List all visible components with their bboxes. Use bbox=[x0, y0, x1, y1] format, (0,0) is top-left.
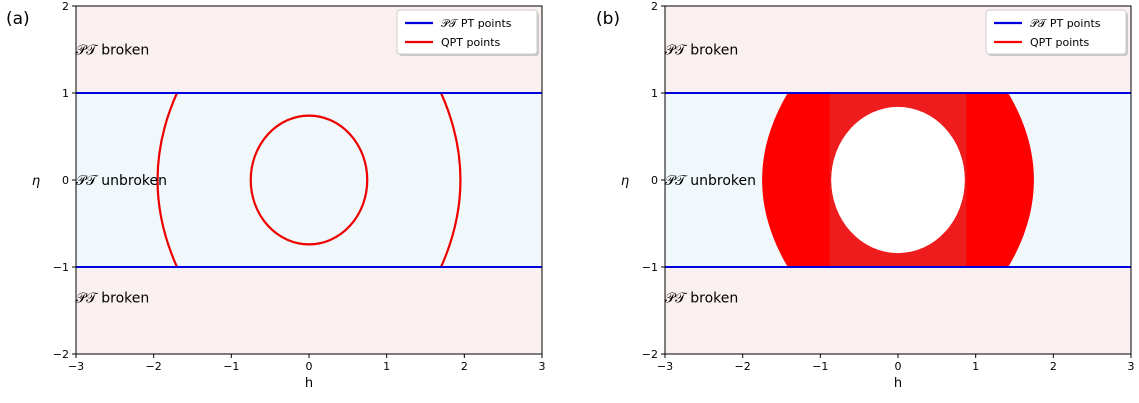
region-label: 𝒫𝒯 unbroken bbox=[665, 173, 756, 189]
x-tick-label: 3 bbox=[539, 360, 546, 373]
y-tick-label: 0 bbox=[62, 174, 69, 187]
qpt-arc-curve bbox=[440, 92, 462, 268]
qpt-arc-curve bbox=[156, 92, 178, 268]
x-tick-label: 0 bbox=[895, 360, 902, 373]
legend-entry: QPT points bbox=[441, 36, 501, 49]
y-tick-label: −2 bbox=[642, 348, 658, 361]
legend-entry: 𝒫𝒯 PT points bbox=[441, 17, 512, 30]
legend: 𝒫𝒯 PT points QPT points bbox=[985, 9, 1128, 56]
y-tick-label: −1 bbox=[53, 261, 69, 274]
x-axis-label: h bbox=[305, 376, 313, 391]
y-axis-label: η bbox=[32, 174, 40, 189]
y-tick-label: 1 bbox=[651, 87, 658, 100]
region-label: 𝒫𝒯 broken bbox=[76, 43, 149, 59]
legend-entry: 𝒫𝒯 PT points bbox=[1030, 17, 1101, 30]
x-tick-label: −2 bbox=[146, 360, 162, 373]
qpt-inner-hole bbox=[831, 106, 965, 254]
plot-area bbox=[665, 92, 1131, 268]
y-tick-label: 2 bbox=[651, 0, 658, 13]
qpt-middle-band bbox=[829, 93, 967, 267]
region-label: 𝒫𝒯 unbroken bbox=[76, 173, 167, 189]
y-tick-label: −2 bbox=[53, 348, 69, 361]
x-tick-label: 1 bbox=[383, 360, 390, 373]
panel-label: (a) bbox=[6, 9, 30, 29]
region-band bbox=[76, 93, 542, 267]
x-tick-label: −1 bbox=[223, 360, 239, 373]
region-band bbox=[665, 267, 1131, 354]
y-tick-label: 0 bbox=[651, 174, 658, 187]
x-tick-label: 2 bbox=[1050, 360, 1057, 373]
qpt-ellipse-curve bbox=[249, 114, 369, 246]
legend: 𝒫𝒯 PT points QPT points bbox=[396, 9, 539, 56]
x-tick-label: 0 bbox=[306, 360, 313, 373]
x-tick-label: 3 bbox=[1128, 360, 1135, 373]
x-tick-label: 2 bbox=[461, 360, 468, 373]
x-tick-label: −1 bbox=[812, 360, 828, 373]
region-label: 𝒫𝒯 broken bbox=[76, 290, 149, 306]
y-axis-label: η bbox=[621, 174, 629, 189]
x-tick-label: −3 bbox=[68, 360, 84, 373]
x-axis-label: h bbox=[894, 376, 902, 391]
region-band bbox=[76, 267, 542, 354]
region-label: 𝒫𝒯 broken bbox=[665, 290, 738, 306]
x-tick-label: −2 bbox=[735, 360, 751, 373]
y-tick-label: 1 bbox=[62, 87, 69, 100]
y-tick-label: 2 bbox=[62, 0, 69, 13]
y-tick-label: −1 bbox=[642, 261, 658, 274]
plot-area bbox=[76, 92, 542, 268]
panel-label: (b) bbox=[596, 9, 620, 29]
region-label: 𝒫𝒯 broken bbox=[665, 43, 738, 59]
x-tick-label: 1 bbox=[972, 360, 979, 373]
legend-entry: QPT points bbox=[1030, 36, 1090, 49]
x-tick-label: −3 bbox=[657, 360, 673, 373]
